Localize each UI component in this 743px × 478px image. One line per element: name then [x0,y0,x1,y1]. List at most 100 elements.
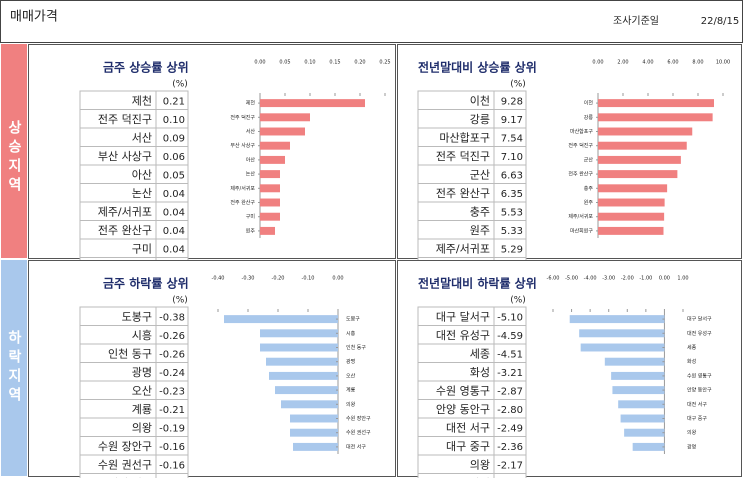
table-cell [417,473,495,478]
bar [624,428,665,437]
bar [260,184,280,193]
table-value: 0.05 [163,170,185,181]
table-name: 아산 [132,168,152,181]
bar-category-label: 전주 덕진구 [230,114,255,121]
table-value: 9.28 [501,96,523,107]
unit-label: (%) [172,80,188,90]
bar [260,155,285,164]
bar-category-label: 논산 [246,171,256,178]
bar [598,113,713,122]
bar [598,226,664,235]
panel-title: 금주 상승률 상위 [103,60,189,75]
bar [260,198,280,207]
section-label: 상승지역 [6,120,22,196]
date: 22/8/15 [701,16,740,27]
bar [598,155,681,164]
table-value: 9.17 [501,115,523,126]
table-value: 7.54 [501,133,523,144]
section-band [1,260,27,476]
bar [260,329,338,338]
table-name: 안양 동안구 [436,403,490,416]
table-name: 대전 유성구 [436,329,490,342]
bar [266,357,338,366]
table-value: -2.36 [497,442,523,453]
bar [260,127,305,136]
bar-category-label: 시흥 [346,330,356,337]
section-band [1,44,27,258]
bar-category-label: 수원 장안구 [346,415,371,422]
table-value: 0.21 [163,96,185,107]
table-value: -0.26 [159,349,185,360]
bar-category-label: 전주 완산구 [230,199,255,206]
table-value: -3.21 [497,368,523,379]
bar-category-label: 충주 [584,185,594,192]
bar-category-label: 대전 서구 [346,443,366,450]
table-name: 화성 [470,366,490,379]
table-name: 대전 서구 [446,421,490,434]
table-name: 수원 권선구 [98,458,152,471]
table-value: -4.51 [497,349,523,360]
table-name: 대전 서구 [108,477,152,478]
x-tick-label: 0.00 [254,60,265,66]
table-value: 5.53 [501,207,523,218]
bar [293,442,338,451]
table-value: -2.17 [497,460,523,471]
bar-category-label: 대전 서구 [687,401,707,408]
table-name: 부산 사상구 [98,150,152,163]
table-value: -2.80 [497,405,523,416]
table-value: 5.33 [501,226,523,237]
table-name: 의왕 [470,458,490,471]
table-value: 0.04 [163,226,185,237]
bar-category-label: 마산합포구 [570,128,593,135]
bar-category-label: 인천 동구 [346,344,366,351]
table-name: 전주 완산구 [436,187,490,200]
bar-category-label: 이천 [584,100,594,107]
table-value: -0.16 [159,460,185,471]
header-title: 매매가격 [10,10,58,25]
bar-category-label: 부산 사상구 [230,142,255,149]
table-name: 대구 달서구 [436,310,490,323]
bar-category-label: 전주 덕진구 [568,142,593,149]
table-value: -0.26 [159,331,185,342]
table-value: -0.38 [159,312,185,323]
bar-category-label: 대구 달서구 [687,316,712,323]
bar-category-label: 광명 [687,443,696,450]
x-tick-label: -0.20 [272,276,285,282]
table-name: 제주/서귀포 [98,205,152,218]
table-value: -4.59 [497,331,523,342]
bar [618,400,665,409]
table-value: -2.49 [497,423,523,434]
table-name: 세종 [470,347,490,360]
bar-category-label: 오산 [346,372,356,379]
bar [569,315,665,324]
table-name: 충주 [470,205,490,218]
bar [260,99,365,108]
table-value: 0.04 [163,207,185,218]
table-value: -5.10 [497,312,523,323]
table-name: 계룡 [132,403,152,416]
x-tick-label: 0.15 [329,60,340,66]
x-tick-label: 1.00 [677,276,688,282]
table-name: 서산 [132,131,152,144]
x-tick-label: 0.00 [659,276,670,282]
bar [290,428,338,437]
x-tick-label: 4.00 [642,60,653,66]
table-name: 군산 [470,168,490,181]
x-tick-label: 0.05 [279,60,290,66]
unit-label: (%) [510,296,526,306]
table-name: 오산 [132,384,152,397]
table-value: -0.23 [159,386,185,397]
bar-category-label: 안양 동안구 [687,387,712,394]
x-tick-label: -3.00 [602,276,615,282]
bar [598,99,714,108]
table-name: 마산합포구 [439,131,490,144]
table-name: 전주 덕진구 [436,150,490,163]
bar-category-label: 전주 완산구 [568,171,593,178]
bar-category-label: 대구 중구 [687,415,707,422]
panel-title: 전년말대비 하락률 상위 [418,276,537,291]
bar-category-label: 제주/서귀포 [568,213,593,220]
table-value: -0.21 [159,405,185,416]
header-box [0,0,743,43]
bar-category-label: 도봉구 [346,317,360,323]
x-tick-label: 10.00 [716,60,730,66]
